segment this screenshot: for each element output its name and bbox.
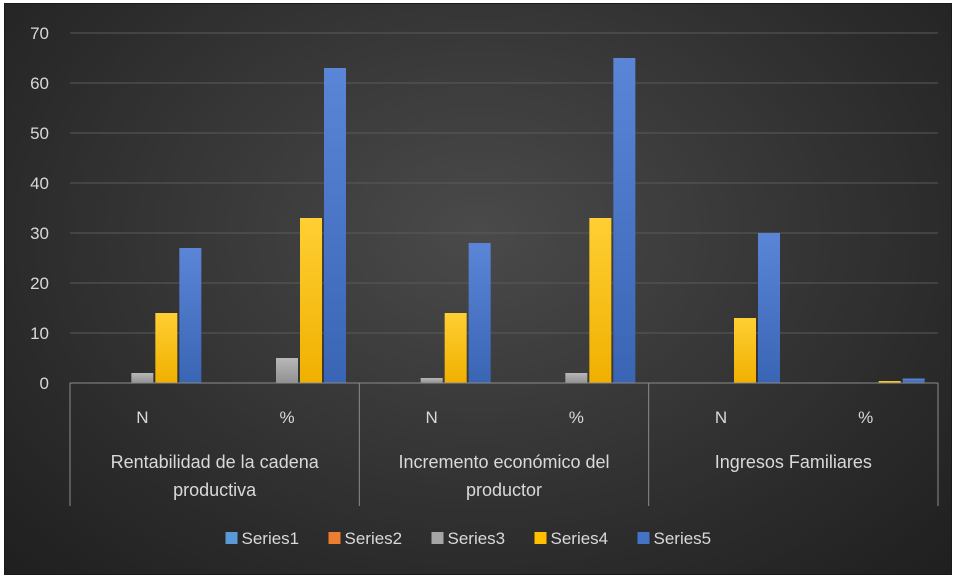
x-group-label: Incremento económico del xyxy=(398,452,609,472)
y-tick-label: 60 xyxy=(30,74,49,93)
x-group-label: productor xyxy=(466,480,542,500)
legend-label: Series1 xyxy=(242,529,300,548)
bar-series3 xyxy=(565,373,587,383)
bars xyxy=(131,58,924,383)
y-tick-label: 30 xyxy=(30,224,49,243)
bar-series5 xyxy=(613,58,635,383)
bar-series4 xyxy=(445,313,467,383)
y-tick-label: 20 xyxy=(30,274,49,293)
y-tick-label: 70 xyxy=(30,24,49,43)
bar-series4 xyxy=(589,218,611,383)
bar-series3 xyxy=(276,358,298,383)
bar-series5 xyxy=(179,248,201,383)
bar-series3 xyxy=(131,373,153,383)
bar-chart: 0 10 20 30 40 50 60 70 N% N% N % Rentabilidad de la… xyxy=(5,4,953,576)
bar-series5 xyxy=(903,379,925,384)
legend-swatch xyxy=(226,532,238,544)
legend-label: Series3 xyxy=(448,529,506,548)
x-group-label: Ingresos Familiares xyxy=(715,452,872,472)
bar-series4 xyxy=(300,218,322,383)
legend-label: Series2 xyxy=(345,529,403,548)
x-group-label: productiva xyxy=(173,480,257,500)
x-category-label: N xyxy=(715,408,727,427)
y-tick-label: 10 xyxy=(30,324,49,343)
y-tick-label: 40 xyxy=(30,174,49,193)
bar-series5 xyxy=(758,233,780,383)
bar-series4 xyxy=(155,313,177,383)
y-tick-label: 0 xyxy=(40,374,49,393)
legend-swatch xyxy=(432,532,444,544)
bar-series3 xyxy=(421,378,443,383)
x-category-label: % xyxy=(858,408,873,427)
x-category-label: N xyxy=(426,408,438,427)
legend-label: Series4 xyxy=(551,529,609,548)
x-category-label: % xyxy=(279,408,294,427)
y-tick-label: 50 xyxy=(30,124,49,143)
x-category-label: N xyxy=(136,408,148,427)
bar-series4 xyxy=(734,318,756,383)
legend-swatch xyxy=(329,532,341,544)
legend-label: Series5 xyxy=(654,529,712,548)
x-group-label: Rentabilidad de la cadena xyxy=(111,452,320,472)
x-axis: N% N% N % Rentabilidad de la cadena productiv… xyxy=(70,383,938,506)
legend: Series1 Series2 Series3 Series4 Series5 xyxy=(226,529,712,548)
y-axis-ticks: 0 10 20 30 40 50 60 70 xyxy=(30,24,49,393)
chart-area: 0 10 20 30 40 50 60 70 N% N% N% Rentabilidad de la… xyxy=(4,3,952,575)
legend-swatch xyxy=(638,532,650,544)
bar-series5 xyxy=(469,243,491,383)
legend-swatch xyxy=(535,532,547,544)
bar-series5 xyxy=(324,68,346,383)
x-category-label: % xyxy=(569,408,584,427)
